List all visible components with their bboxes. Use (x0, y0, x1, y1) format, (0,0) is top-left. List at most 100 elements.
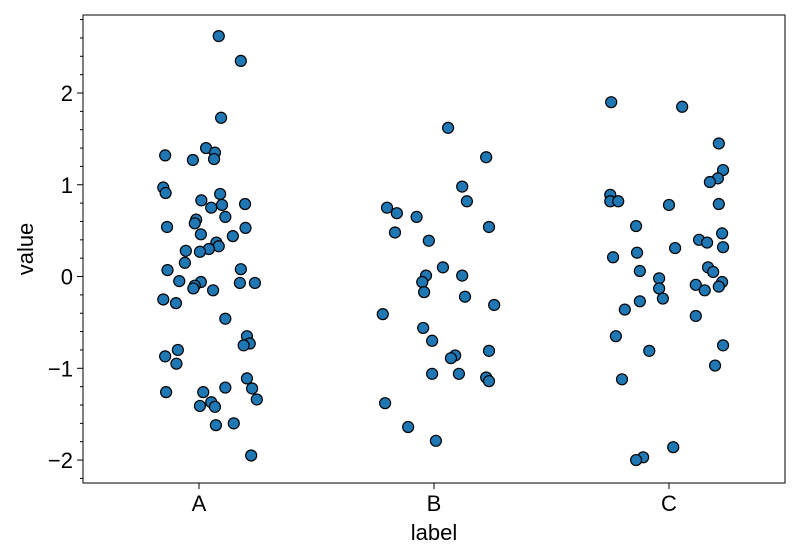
data-point-b (456, 180, 469, 193)
data-point-b (422, 234, 435, 247)
data-point-c (605, 96, 618, 109)
data-point-b (482, 220, 496, 234)
data-point-b (417, 321, 430, 335)
data-point-a (212, 240, 225, 253)
data-point-a (160, 386, 173, 399)
data-point-b (480, 151, 493, 164)
data-point-c (606, 251, 620, 264)
data-point-a (208, 400, 222, 413)
x-axis: A B C (192, 483, 677, 516)
x-tick-label-b: B (427, 491, 442, 516)
data-point-b (488, 298, 501, 312)
data-point-a (205, 201, 218, 214)
data-point-a (227, 417, 240, 430)
data-point-a (207, 284, 220, 297)
data-point-b (456, 269, 469, 282)
data-point-b (458, 290, 472, 303)
data-point-b (390, 207, 403, 220)
data-point-b (444, 352, 458, 365)
data-point-a (238, 197, 252, 211)
data-point-a (245, 449, 258, 462)
points-layer (157, 30, 730, 467)
data-point-c (689, 309, 702, 323)
data-point-c (630, 246, 644, 259)
data-point-b (376, 308, 389, 321)
data-point-a (219, 312, 232, 325)
data-point-a (246, 382, 259, 395)
data-point-a (248, 276, 262, 290)
data-point-a (209, 419, 223, 432)
data-point-b (452, 367, 466, 380)
data-point-c (698, 284, 711, 297)
x-tick-label-c: C (661, 491, 677, 516)
data-point-c (656, 292, 669, 305)
data-point-a (234, 263, 247, 276)
y-tick-label: 1 (61, 173, 73, 198)
y-axis: −2 −1 0 1 2 (48, 19, 83, 479)
data-point-a (173, 275, 186, 288)
data-point-a (219, 381, 232, 394)
data-point-c (707, 265, 720, 279)
data-point-c (662, 198, 676, 212)
y-tick-label: −2 (48, 448, 73, 473)
data-point-c (629, 453, 643, 467)
data-point-c (708, 359, 722, 372)
data-point-c (653, 282, 666, 295)
data-point-a (187, 282, 200, 295)
data-point-b (429, 434, 442, 447)
data-point-c (716, 227, 729, 240)
data-point-a (159, 350, 172, 363)
data-point-a (179, 244, 192, 257)
data-point-c (712, 137, 725, 150)
data-point-c (609, 330, 622, 343)
data-point-a (214, 187, 227, 201)
data-point-a (212, 30, 225, 43)
data-point-c (716, 241, 730, 254)
data-point-b (380, 201, 394, 214)
data-point-a (193, 245, 207, 258)
x-tick-label-a: A (192, 491, 207, 516)
data-point-b (402, 420, 415, 434)
data-point-b (482, 375, 496, 388)
data-point-c (700, 236, 714, 249)
data-point-c (676, 100, 689, 113)
data-point-b (460, 195, 473, 208)
data-point-a (250, 393, 263, 406)
data-point-b (436, 261, 450, 274)
data-point-c (667, 441, 680, 454)
data-point-c (615, 373, 629, 386)
data-point-c (712, 280, 725, 293)
data-point-a (159, 186, 172, 200)
data-point-a (188, 217, 201, 230)
data-point-b (442, 121, 455, 134)
data-point-a (215, 198, 229, 212)
data-point-a (239, 221, 252, 234)
data-point-c (629, 219, 643, 233)
data-point-a (161, 264, 174, 277)
data-point-c (703, 175, 716, 189)
data-point-a (207, 152, 221, 166)
data-point-b (379, 397, 392, 410)
data-point-a (240, 372, 254, 385)
data-point-a (233, 276, 246, 290)
data-point-a (178, 256, 191, 269)
data-point-b (410, 210, 423, 223)
y-tick-label: 0 (61, 265, 73, 290)
data-point-c (669, 241, 682, 255)
data-point-b (426, 334, 439, 347)
data-point-b (416, 275, 429, 289)
data-point-b (426, 367, 439, 380)
y-axis-label: value (13, 223, 38, 276)
data-point-c (618, 303, 631, 316)
data-point-c (643, 344, 656, 357)
data-point-c (612, 195, 625, 208)
data-point-a (234, 54, 247, 67)
data-point-c (653, 272, 666, 285)
x-axis-label: label (411, 520, 457, 545)
data-point-b (418, 286, 431, 299)
data-point-a (219, 210, 232, 223)
data-point-a (237, 339, 250, 352)
data-point-a (195, 194, 208, 207)
data-point-a (159, 149, 172, 162)
